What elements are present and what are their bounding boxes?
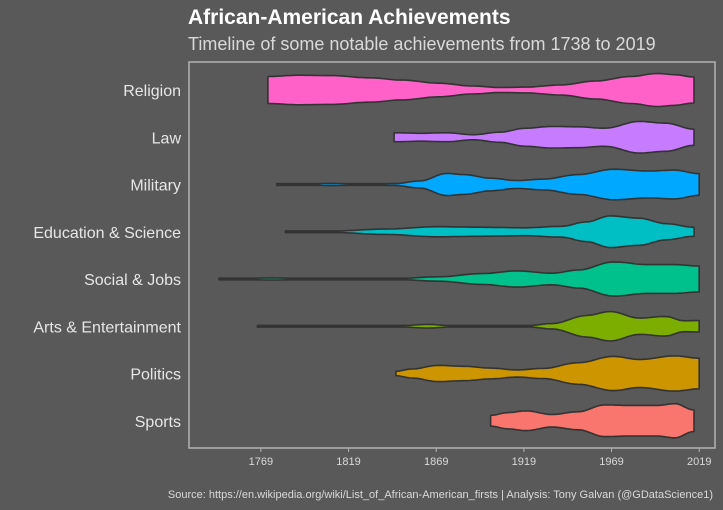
category-label-law: Law bbox=[152, 130, 182, 147]
category-labels: Religion Law Military Education & Science So… bbox=[33, 83, 181, 431]
violin-arts-entertainment bbox=[256, 310, 700, 342]
violin-military bbox=[275, 168, 700, 201]
chart-subtitle: Timeline of some notable achievements fr… bbox=[188, 34, 656, 54]
chart-caption: Source: https://en.wikipedia.org/wiki/Li… bbox=[168, 489, 713, 501]
x-tick-label-2019: 2019 bbox=[687, 456, 711, 468]
x-tick-label-1969: 1969 bbox=[599, 456, 623, 468]
category-label-military: Military bbox=[130, 178, 181, 195]
x-tick-label-1919: 1919 bbox=[512, 456, 536, 468]
category-label-education-science: Education & Science bbox=[33, 225, 181, 242]
category-label-politics: Politics bbox=[130, 367, 181, 384]
category-label-arts-entertainment: Arts & Entertainment bbox=[33, 319, 181, 336]
chart-title: African-American Achievements bbox=[188, 6, 511, 29]
x-tick-label-1819: 1819 bbox=[336, 456, 360, 468]
category-label-religion: Religion bbox=[123, 83, 181, 100]
violin-education-science bbox=[284, 215, 695, 249]
x-tick-label-1769: 1769 bbox=[249, 456, 273, 468]
x-tick-label-1869: 1869 bbox=[424, 456, 448, 468]
violin-sports bbox=[489, 402, 695, 439]
plot-panel-border bbox=[188, 61, 716, 449]
violin-religion bbox=[267, 72, 695, 108]
category-label-sports: Sports bbox=[135, 414, 181, 431]
violin-law bbox=[393, 120, 695, 154]
violin-politics bbox=[395, 355, 700, 392]
violin-layer bbox=[218, 72, 700, 439]
x-axis-ticks: 1769 1819 1869 1919 1969 2019 bbox=[249, 448, 711, 468]
category-label-social-jobs: Social & Jobs bbox=[84, 272, 181, 289]
violin-social-jobs bbox=[218, 261, 700, 297]
